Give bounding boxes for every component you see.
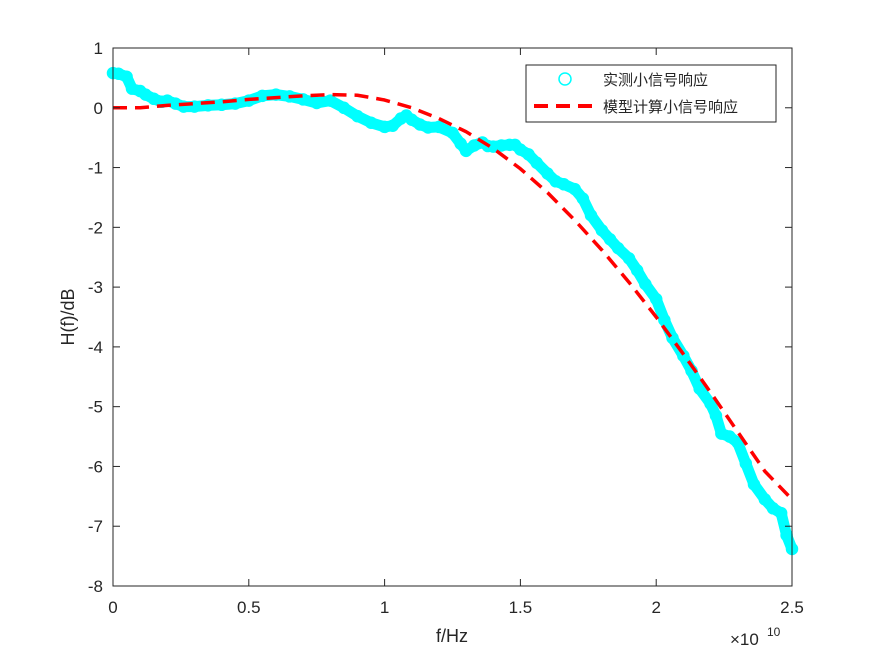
- measured-point: [622, 252, 636, 265]
- measured-point: [228, 97, 242, 110]
- axes-box: [112, 47, 793, 587]
- series-model: [113, 92, 794, 501]
- measured-point: [432, 120, 446, 134]
- measured-point: [446, 126, 459, 140]
- legend-box: [525, 64, 777, 123]
- x-tick-label: 1: [380, 598, 389, 617]
- y-tick-label: -8: [88, 577, 103, 596]
- y-tick-label: -2: [88, 218, 103, 237]
- measured-point: [337, 101, 351, 115]
- measured-point: [522, 148, 535, 161]
- measured-point: [269, 88, 283, 101]
- model-line: [113, 92, 794, 501]
- y-tick-label: 0: [94, 99, 103, 118]
- y-tick-label: 1: [94, 39, 103, 58]
- measured-point: [584, 209, 598, 222]
- x-tick-label: 0.5: [237, 598, 261, 617]
- measured-point: [256, 89, 269, 103]
- measured-point: [530, 156, 543, 170]
- measured-point: [351, 109, 364, 123]
- measured-point: [595, 224, 609, 237]
- measured-point: [709, 409, 723, 422]
- measured-point: [666, 331, 679, 345]
- measured-point: [324, 94, 337, 107]
- measured-point: [603, 233, 617, 246]
- measured-point: [378, 120, 391, 134]
- measured-point: [639, 277, 652, 291]
- measured-point: [386, 119, 399, 132]
- y-tick-label: -7: [88, 517, 103, 536]
- measured-point: [503, 138, 516, 152]
- measured-point: [188, 100, 201, 113]
- measured-point: [557, 178, 571, 191]
- y-tick-label: -6: [88, 457, 103, 476]
- x-exponent-base: ×10: [730, 630, 759, 649]
- measured-point: [481, 139, 495, 153]
- y-tick-label: -3: [88, 278, 103, 297]
- measured-point: [120, 70, 133, 83]
- measured-point: [774, 506, 788, 520]
- measured-point: [611, 242, 625, 255]
- x-axis-ticks: 0 0.5 1 1.5 2 2.5: [108, 48, 804, 617]
- measured-point: [495, 139, 508, 152]
- measured-point: [364, 116, 378, 129]
- measured-point: [677, 349, 690, 363]
- x-tick-label: 1.5: [509, 598, 533, 617]
- measured-point: [747, 478, 761, 491]
- legend-label-measured: 实测小信号响应: [603, 71, 708, 89]
- measured-point: [658, 313, 671, 327]
- measured-point: [576, 192, 590, 205]
- measured-point: [758, 493, 772, 506]
- measured-point: [201, 99, 215, 112]
- measured-point: [649, 292, 663, 306]
- measured-point: [739, 457, 753, 470]
- y-tick-label: -5: [88, 398, 103, 417]
- measured-point: [630, 264, 644, 277]
- x-exponent-power: 10: [767, 625, 781, 639]
- y-tick-label: -4: [88, 338, 103, 357]
- y-axis-label: H(f)/dB: [58, 288, 78, 345]
- measured-point: [693, 382, 706, 395]
- measured-point: [310, 96, 323, 110]
- x-axis-exponent: ×10 10: [730, 625, 781, 649]
- measured-point: [296, 93, 310, 106]
- legend: 实测小信号响应 模型计算小信号响应: [525, 64, 777, 123]
- y-tick-label: -1: [88, 159, 103, 178]
- legend-marker-measured: [558, 72, 572, 86]
- measured-point: [125, 82, 139, 95]
- y-axis-ticks: 1 0 -1 -2 -3 -4 -5 -6 -7 -8: [88, 39, 792, 596]
- measured-point: [731, 436, 744, 449]
- legend-label-model: 模型计算小信号响应: [603, 98, 738, 116]
- x-tick-label: 2: [651, 598, 660, 617]
- x-tick-label: 0: [108, 598, 117, 617]
- measured-point: [541, 167, 554, 180]
- measured-point: [568, 182, 581, 196]
- measured-point: [704, 397, 717, 410]
- measured-point: [215, 98, 228, 112]
- x-tick-label: 2.5: [780, 598, 804, 617]
- x-axis-label: f/Hz: [436, 626, 468, 646]
- measured-point: [723, 430, 736, 443]
